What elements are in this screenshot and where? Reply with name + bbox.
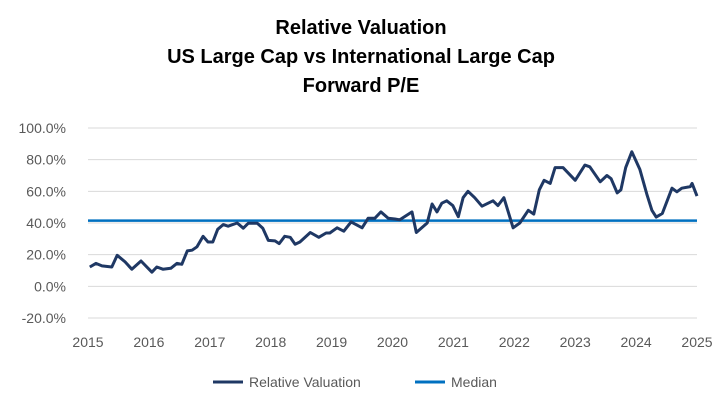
legend-label-median: Median (451, 374, 497, 390)
legend-label-relative-valuation: Relative Valuation (249, 374, 361, 390)
y-tick-label: -20.0% (22, 310, 66, 326)
x-tick-label: 2023 (560, 334, 591, 350)
y-tick-label: 20.0% (26, 247, 66, 263)
y-tick-label: 100.0% (19, 120, 66, 136)
x-tick-label: 2015 (72, 334, 103, 350)
x-tick-label: 2025 (681, 334, 712, 350)
y-tick-label: 40.0% (26, 215, 66, 231)
y-tick-label: 80.0% (26, 152, 66, 168)
relative-valuation-line (89, 150, 699, 274)
y-tick-label: 0.0% (34, 278, 66, 294)
chart-title-line-3: Forward P/E (302, 75, 420, 97)
x-tick-label: 2022 (499, 334, 530, 350)
chart-title-line-1: Relative Valuation (275, 17, 447, 39)
y-tick-label: 60.0% (26, 183, 66, 199)
chart-title-line-2: US Large Cap vs International Large Cap (167, 46, 555, 68)
x-tick-label: 2021 (438, 334, 469, 350)
x-tick-label: 2020 (377, 334, 408, 350)
x-tick-label: 2017 (194, 334, 225, 350)
x-tick-label: 2024 (621, 334, 652, 350)
x-tick-label: 2016 (133, 334, 164, 350)
x-tick-label: 2018 (255, 334, 286, 350)
x-tick-label: 2019 (316, 334, 347, 350)
